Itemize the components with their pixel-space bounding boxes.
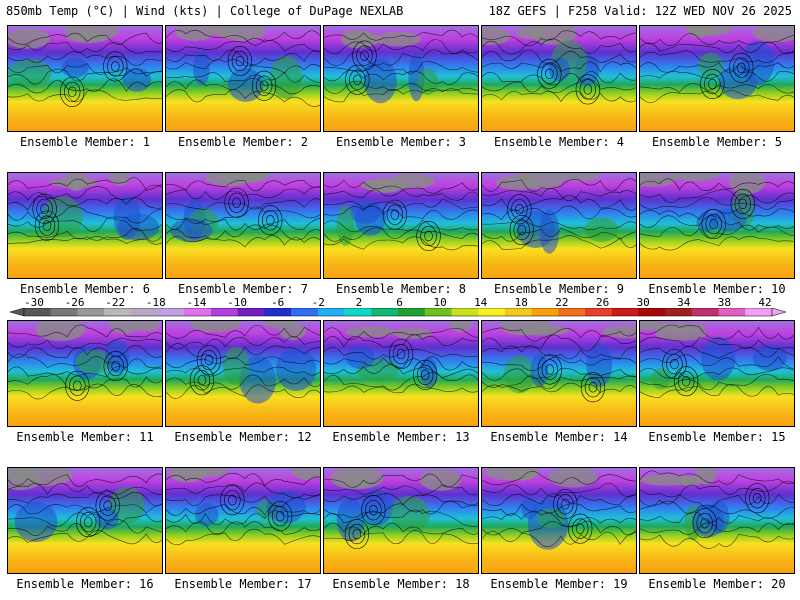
ensemble-map-panel xyxy=(165,25,321,132)
ensemble-member-label: Ensemble Member: 20 xyxy=(648,577,786,591)
colorbar-segment xyxy=(745,308,773,316)
ensemble-member-label: Ensemble Member: 10 xyxy=(648,282,786,296)
colorbar-tick-label: -2 xyxy=(311,296,325,309)
ensemble-map-panel xyxy=(165,467,321,574)
colorbar-tick-label: 30 xyxy=(636,296,650,309)
colorbar-strip xyxy=(9,308,787,317)
ensemble-map-panel xyxy=(165,320,321,427)
colorbar-tick-label: -22 xyxy=(105,296,126,309)
colorbar-segment xyxy=(264,308,292,316)
colorbar-segment xyxy=(344,308,372,316)
ensemble-map-panel xyxy=(639,172,795,279)
colorbar-segment xyxy=(585,308,613,316)
colorbar-segment xyxy=(504,308,533,316)
temperature-colorbar: -30 -26 -22 -18 -14 -10 -6 -2 2 6 10 14 18 22 26 30 34 38… xyxy=(0,296,800,318)
ensemble-map-panel xyxy=(481,467,637,574)
colorbar-segment xyxy=(24,308,52,316)
ensemble-member-label: Ensemble Member: 7 xyxy=(177,282,309,296)
ensemble-map-panel xyxy=(7,467,163,574)
ensemble-member-label: Ensemble Member: 11 xyxy=(16,430,154,444)
colorbar-tick-label: 6 xyxy=(396,296,403,309)
ensemble-member-label: Ensemble Member: 4 xyxy=(493,135,625,149)
colorbar-tick-label: 10 xyxy=(433,296,447,309)
colorbar-segment xyxy=(130,308,159,316)
ensemble-member-label: Ensemble Member: 9 xyxy=(493,282,625,296)
ensemble-map-panel xyxy=(481,320,637,427)
colorbar-tick-label: -30 xyxy=(24,296,44,309)
colorbar-tick-label: -6 xyxy=(271,296,285,309)
ensemble-map-panel xyxy=(639,25,795,132)
colorbar-tick-label: -14 xyxy=(186,296,207,309)
colorbar-segment xyxy=(211,308,239,316)
colorbar-segment xyxy=(718,308,746,316)
colorbar-segment xyxy=(611,308,639,316)
ensemble-member-label: Ensemble Member: 14 xyxy=(490,430,628,444)
ensemble-member-label: Ensemble Member: 19 xyxy=(490,577,628,591)
colorbar-segment xyxy=(638,308,666,316)
colorbar-tick-label: -18 xyxy=(145,296,166,309)
colorbar-segment xyxy=(317,308,346,316)
colorbar-tick-label: -26 xyxy=(64,296,85,309)
colorbar-tick-label: 26 xyxy=(595,296,610,309)
ensemble-member-label: Ensemble Member: 1 xyxy=(19,135,151,149)
ensemble-map-panel xyxy=(323,467,479,574)
map-title: 850mb Temp (°C) | Wind (kts) | College o… xyxy=(6,4,404,18)
ensemble-member-label: Ensemble Member: 18 xyxy=(332,577,470,591)
ensemble-member-label: Ensemble Member: 2 xyxy=(177,135,309,149)
colorbar-segment xyxy=(237,308,265,316)
ensemble-map-panel xyxy=(323,172,479,279)
ensemble-member-label: Ensemble Member: 6 xyxy=(19,282,151,296)
valid-time: 18Z GEFS | F258 Valid: 12Z WED NOV 26 20… xyxy=(488,4,792,18)
colorbar-segment xyxy=(558,308,586,316)
colorbar-segment xyxy=(451,308,479,316)
ensemble-map-panel xyxy=(639,467,795,574)
colorbar-segment xyxy=(291,308,319,316)
colorbar-tick-label: 2 xyxy=(355,296,363,309)
ensemble-map-panel xyxy=(165,172,321,279)
colorbar-segment xyxy=(157,308,185,316)
colorbar-segment xyxy=(531,308,559,316)
colorbar-tick-label: 18 xyxy=(514,296,528,309)
colorbar-tick-label: 38 xyxy=(717,296,732,309)
colorbar-tick-label: 42 xyxy=(758,296,772,309)
colorbar-segment xyxy=(691,308,720,316)
ensemble-map-panel xyxy=(7,320,163,427)
ensemble-map-panel xyxy=(323,320,479,427)
colorbar-segment xyxy=(398,308,426,316)
colorbar-segment xyxy=(104,308,132,316)
colorbar-tick-label: 34 xyxy=(677,296,691,309)
ensemble-member-label: Ensemble Member: 13 xyxy=(332,430,470,444)
ensemble-map-panel xyxy=(481,25,637,132)
colorbar-segment xyxy=(77,308,105,316)
colorbar-min-arrow xyxy=(9,308,25,317)
ensemble-member-label: Ensemble Member: 17 xyxy=(174,577,312,591)
colorbar-segment xyxy=(424,308,452,316)
colorbar-segment xyxy=(665,308,693,316)
colorbar-tick-label: -10 xyxy=(227,296,248,309)
ensemble-member-label: Ensemble Member: 15 xyxy=(648,430,786,444)
ensemble-member-label: Ensemble Member: 3 xyxy=(335,135,467,149)
colorbar-tick-label: 14 xyxy=(474,296,488,309)
colorbar-max-arrow xyxy=(771,308,787,317)
ensemble-map-panel xyxy=(323,25,479,132)
colorbar-segment xyxy=(371,308,399,316)
ensemble-map-panel xyxy=(639,320,795,427)
ensemble-map-panel xyxy=(481,172,637,279)
colorbar-segment xyxy=(50,308,78,316)
ensemble-member-label: Ensemble Member: 16 xyxy=(16,577,154,591)
colorbar-segment xyxy=(184,308,212,316)
colorbar-tick-label: 22 xyxy=(555,296,569,309)
ensemble-member-label: Ensemble Member: 8 xyxy=(335,282,467,296)
ensemble-map-panel xyxy=(7,172,163,279)
ensemble-map-panel xyxy=(7,25,163,132)
ensemble-member-label: Ensemble Member: 12 xyxy=(174,430,312,444)
ensemble-member-label: Ensemble Member: 5 xyxy=(651,135,783,149)
colorbar-segment xyxy=(478,308,506,316)
